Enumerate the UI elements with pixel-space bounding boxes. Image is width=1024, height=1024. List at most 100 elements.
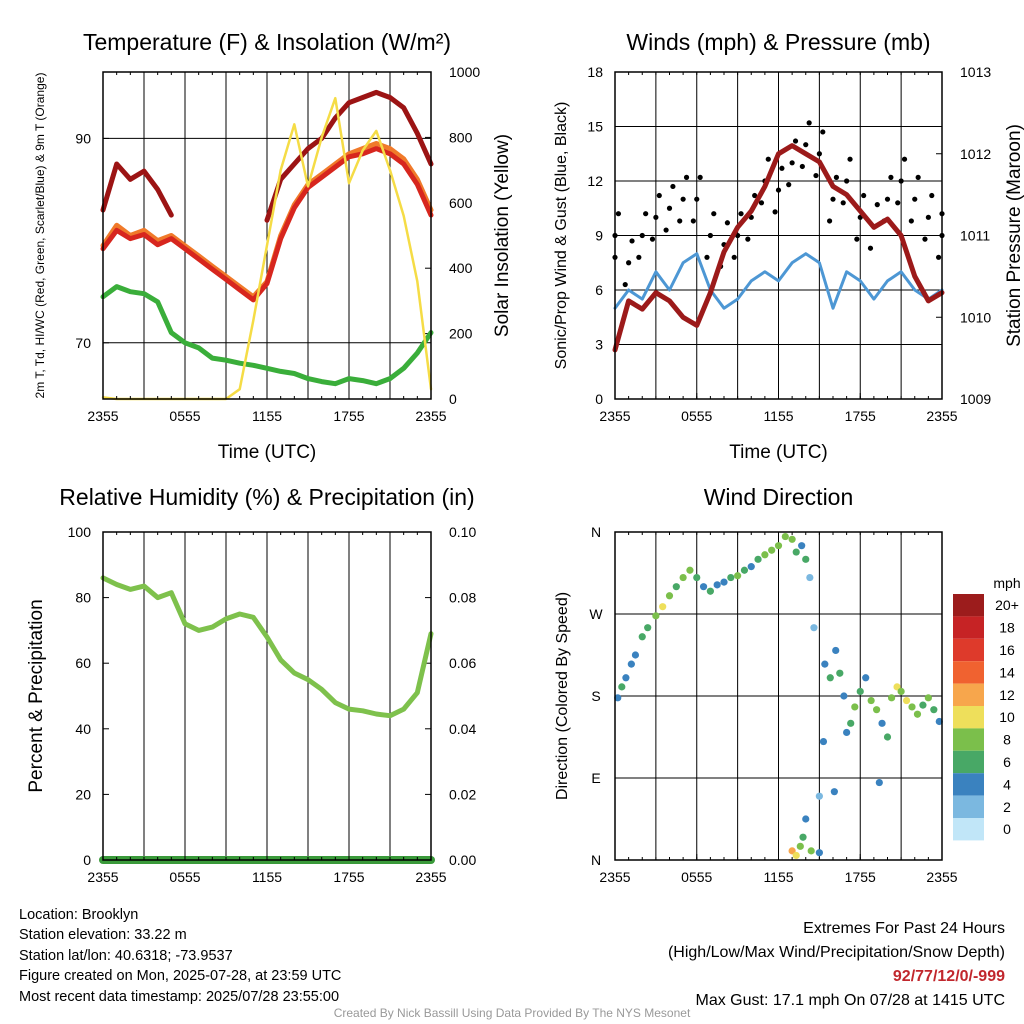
colorbar: mph 20+ 18 16 14 12 10 8 6 4 2 0 xyxy=(953,575,1021,841)
direction-point xyxy=(887,694,896,702)
direction-point xyxy=(836,669,844,677)
gust-point xyxy=(653,214,659,220)
colorbar-tick-label: 2 xyxy=(1003,799,1011,815)
extremes-values: 92/77/12/0/-999 xyxy=(892,968,1005,985)
y-right-tick-label: 800 xyxy=(449,129,473,145)
y-right-axis-label: Station Pressure (Maroon) xyxy=(1004,124,1024,347)
panel-3: 0 20 40 60 80 100 0.00 0.02 0.04 0.06 0.08 0.10 2355… xyxy=(26,484,476,885)
direction-point xyxy=(614,694,622,702)
gust-point xyxy=(840,200,846,206)
elevation-text: Station elevation: 33.22 m xyxy=(19,927,187,944)
direction-point xyxy=(815,792,823,800)
x-tick-label: 1755 xyxy=(845,408,876,424)
credit-text: Created By Nick Bassill Using Data Provi… xyxy=(333,1006,691,1020)
direction-point xyxy=(747,563,755,571)
gust-point xyxy=(656,192,662,199)
chart-title: Wind Direction xyxy=(704,484,854,510)
direction-point xyxy=(935,717,943,726)
y-right-tick-label: 0.02 xyxy=(449,786,476,802)
x-tick-label: 0555 xyxy=(681,408,712,424)
extremes-info: Extremes For Past 24 Hours (High/Low/Max… xyxy=(668,917,1005,1013)
direction-point xyxy=(644,624,652,632)
direction-point xyxy=(878,719,886,727)
gust-point xyxy=(636,254,642,260)
direction-point xyxy=(774,542,783,550)
gust-point xyxy=(915,174,921,180)
gust-point xyxy=(643,211,649,217)
series-line-pressure xyxy=(612,143,945,353)
gust-point xyxy=(615,211,622,217)
direction-point xyxy=(802,815,810,823)
x-tick-label: 1155 xyxy=(763,408,793,424)
x-tick-label: 1755 xyxy=(845,869,876,885)
y-right-tick-label: 1009 xyxy=(960,391,991,407)
gust-point xyxy=(826,218,833,224)
direction-point xyxy=(924,694,932,702)
created-text: Figure created on Mon, 2025-07-28, at 23… xyxy=(19,968,342,985)
colorbar-tick-label: 0 xyxy=(1003,821,1011,837)
colorbar-swatch xyxy=(953,773,984,796)
direction-point xyxy=(810,624,818,632)
gust-point xyxy=(789,160,795,166)
direction-point xyxy=(792,851,800,860)
gust-point xyxy=(803,142,809,148)
colorbar-swatch xyxy=(953,706,984,729)
direction-point xyxy=(796,842,804,850)
series-line-wind xyxy=(613,252,944,310)
y-axis-label: Percent & Precipitation xyxy=(26,599,47,792)
y-right-tick-label: 0.08 xyxy=(449,590,476,606)
gust-point xyxy=(908,218,914,224)
y-right-axis-label: Solar Insolation (Yellow) xyxy=(492,134,513,337)
colorbar-tick-label: 8 xyxy=(1003,732,1011,748)
series-line-rh xyxy=(100,575,434,719)
gust-point xyxy=(895,200,901,206)
direction-point xyxy=(821,660,829,668)
gust-point xyxy=(833,174,840,180)
direction-point xyxy=(908,703,916,711)
direction-point xyxy=(856,687,864,696)
y-tick-label: 80 xyxy=(75,590,91,606)
gust-point xyxy=(847,156,853,162)
direction-point xyxy=(799,833,807,841)
y-tick-label: 6 xyxy=(595,282,603,298)
y-tick-label: 20 xyxy=(75,786,91,802)
gust-point xyxy=(813,172,819,179)
extremes-legend: (High/Low/Max Wind/Precipitation/Snow De… xyxy=(667,944,1005,961)
gust-point xyxy=(666,205,673,211)
colorbar-tick-label: 14 xyxy=(999,664,1015,680)
colorbar-swatch xyxy=(953,661,984,684)
gust-point xyxy=(765,156,771,162)
gust-point xyxy=(929,192,935,199)
x-axis-label: Time (UTC) xyxy=(218,442,317,463)
gust-point xyxy=(854,236,860,242)
direction-point xyxy=(679,573,687,582)
gust-point xyxy=(799,163,805,170)
gust-point xyxy=(680,196,686,202)
x-tick-label: 0555 xyxy=(681,869,712,885)
x-tick-label: 2355 xyxy=(415,869,446,885)
x-tick-label: 2355 xyxy=(926,408,957,424)
gust-point xyxy=(697,174,703,180)
gust-point xyxy=(731,254,737,260)
y-tick-label: 90 xyxy=(75,130,91,146)
colorbar-tick-label: 6 xyxy=(1003,754,1011,770)
y-tick-label: 70 xyxy=(75,335,91,351)
y-right-tick-label: 1000 xyxy=(449,64,480,80)
x-tick-label: 1755 xyxy=(333,408,364,424)
direction-point xyxy=(768,546,776,554)
direction-point xyxy=(699,583,708,591)
gust-point xyxy=(844,178,850,184)
y-tick-label: 40 xyxy=(75,721,91,737)
y-right-tick-label: 1010 xyxy=(960,309,991,325)
gust-point xyxy=(820,129,826,135)
y-tick-label: 3 xyxy=(595,337,603,353)
gust-point xyxy=(775,187,782,193)
series-line-hiwc xyxy=(100,89,434,223)
gust-point xyxy=(874,202,880,208)
gust-point xyxy=(758,200,765,206)
x-axis-label: Time (UTC) xyxy=(729,442,828,463)
chart-title: Temperature (F) & Insolation (W/m²) xyxy=(83,29,451,55)
gust-point xyxy=(888,174,894,180)
direction-point xyxy=(847,719,855,727)
